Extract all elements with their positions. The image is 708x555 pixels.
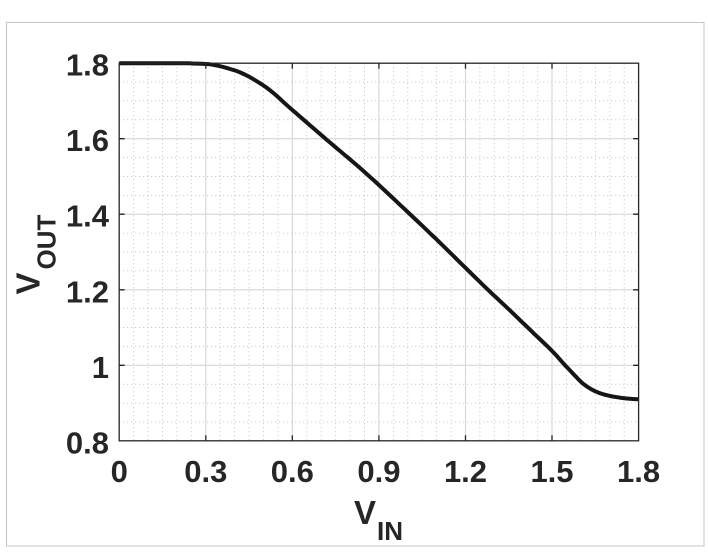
svg-text:1.6: 1.6 bbox=[66, 123, 109, 158]
svg-text:OUT: OUT bbox=[32, 215, 62, 270]
svg-text:V: V bbox=[354, 494, 376, 531]
svg-text:0: 0 bbox=[111, 454, 128, 489]
svg-text:1: 1 bbox=[92, 350, 109, 385]
svg-text:IN: IN bbox=[377, 516, 403, 546]
svg-text:0.9: 0.9 bbox=[357, 454, 400, 489]
svg-text:0.6: 0.6 bbox=[271, 454, 314, 489]
svg-text:0.3: 0.3 bbox=[184, 454, 227, 489]
svg-text:0.8: 0.8 bbox=[66, 425, 109, 460]
svg-text:1.8: 1.8 bbox=[617, 454, 660, 489]
svg-text:1.2: 1.2 bbox=[444, 454, 487, 489]
svg-text:1.5: 1.5 bbox=[530, 454, 573, 489]
svg-text:1.4: 1.4 bbox=[66, 199, 110, 234]
svg-text:V: V bbox=[10, 272, 47, 294]
svg-text:1.2: 1.2 bbox=[66, 274, 109, 309]
svg-text:1.8: 1.8 bbox=[66, 48, 109, 83]
